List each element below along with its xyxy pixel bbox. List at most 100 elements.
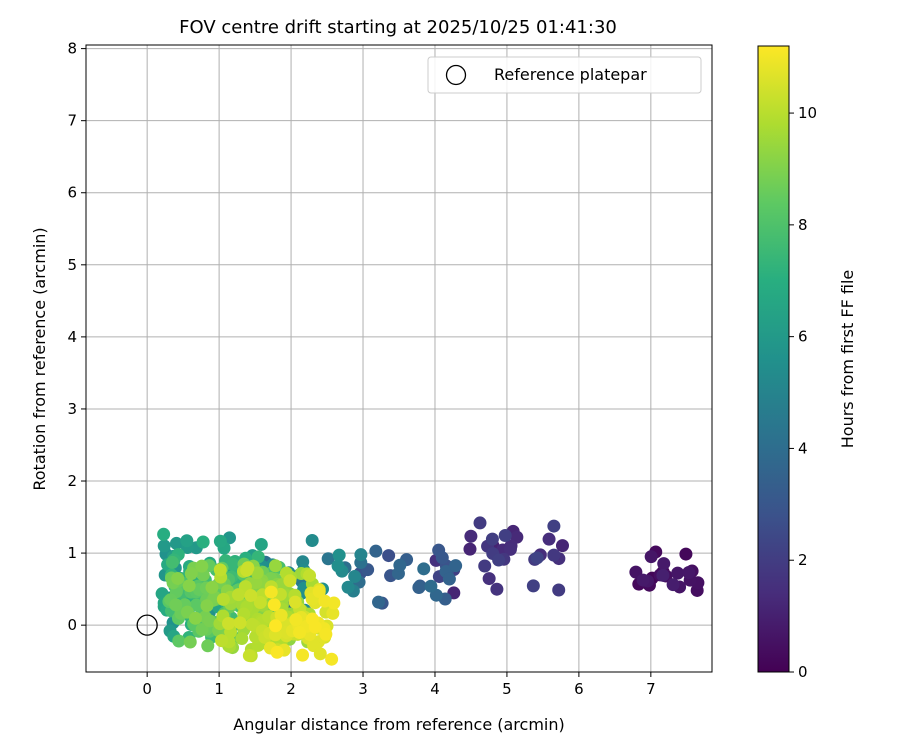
data-point [293, 626, 307, 640]
y-tick-label: 8 [67, 40, 77, 58]
data-point [478, 559, 492, 573]
colorbar: 0 2 4 6 8 10 Hours from first FF file [757, 45, 857, 681]
data-point [331, 559, 345, 573]
data-point [498, 528, 512, 542]
y-tick-label: 0 [67, 616, 77, 634]
data-point [485, 532, 499, 546]
data-point [157, 539, 171, 553]
data-point [354, 548, 368, 562]
data-points [155, 516, 705, 666]
data-point [463, 542, 477, 556]
x-tick-label: 5 [502, 680, 512, 698]
data-point [449, 559, 463, 573]
data-point [274, 608, 288, 622]
data-point [435, 551, 449, 565]
data-point [180, 534, 194, 548]
data-point [264, 585, 278, 599]
y-tick-label: 5 [67, 256, 77, 274]
data-point [369, 544, 383, 558]
data-point [526, 579, 540, 593]
data-point [666, 578, 680, 592]
data-point [442, 572, 456, 586]
data-point [269, 619, 283, 633]
data-point [213, 534, 227, 548]
data-point [552, 583, 566, 597]
data-point [171, 571, 185, 585]
y-axis-label: Rotation from reference (arcmin) [30, 227, 49, 490]
x-axis-label: Angular distance from reference (arcmin) [233, 715, 564, 734]
data-point [547, 548, 561, 562]
data-point [348, 570, 362, 584]
colorbar-tick-label: 8 [798, 216, 808, 234]
data-point [213, 563, 227, 577]
x-tick-label: 3 [358, 680, 368, 698]
data-point [235, 632, 249, 646]
data-point [636, 573, 650, 587]
data-point [244, 589, 258, 603]
data-point [332, 548, 346, 562]
colorbar-tick-label: 0 [798, 663, 808, 681]
data-point [321, 552, 335, 566]
data-point [270, 645, 284, 659]
data-point [253, 596, 267, 610]
data-point [240, 563, 254, 577]
data-point [283, 574, 297, 588]
data-point [382, 549, 396, 563]
data-point [172, 634, 186, 648]
data-point [305, 533, 319, 547]
data-point [242, 649, 256, 663]
data-point [308, 620, 322, 634]
data-point [189, 598, 203, 612]
data-point [268, 559, 282, 573]
data-point [289, 613, 303, 627]
x-tick-label: 4 [430, 680, 440, 698]
chart-title: FOV centre drift starting at 2025/10/25 … [179, 17, 617, 38]
x-tick-label: 6 [574, 680, 584, 698]
data-point [555, 539, 569, 553]
data-point [233, 616, 247, 630]
data-point [288, 595, 302, 609]
data-point [268, 628, 282, 642]
colorbar-label: Hours from first FF file [838, 270, 857, 449]
x-tick-label: 0 [142, 680, 152, 698]
data-point [183, 635, 197, 649]
data-point [195, 623, 209, 637]
data-point [249, 576, 263, 590]
data-point [165, 555, 179, 569]
x-axis-ticks: 0 1 2 3 4 5 6 7 [142, 672, 656, 698]
y-tick-label: 6 [67, 184, 77, 202]
reference-point [136, 614, 158, 636]
data-point [530, 551, 544, 565]
data-point [201, 639, 215, 653]
data-point [205, 580, 219, 594]
data-point [222, 616, 236, 630]
x-tick-label: 1 [214, 680, 224, 698]
data-point [464, 529, 478, 543]
data-point [254, 537, 268, 551]
data-point [313, 647, 327, 661]
y-tick-label: 7 [67, 112, 77, 130]
data-point [682, 565, 696, 579]
data-point [372, 595, 386, 609]
data-point [245, 617, 259, 631]
colorbar-ticks: 0 2 4 6 8 10 [789, 104, 817, 681]
data-point [492, 553, 506, 567]
data-point [215, 634, 229, 648]
colorbar-tick-label: 2 [798, 551, 808, 569]
data-point [656, 568, 670, 582]
data-point [412, 580, 426, 594]
data-point [503, 542, 517, 556]
data-point [312, 585, 326, 599]
data-point [417, 562, 431, 576]
data-point [341, 580, 355, 594]
colorbar-tick-label: 10 [798, 104, 817, 122]
data-point [200, 599, 214, 613]
data-point [393, 558, 407, 572]
colorbar-tick-label: 6 [798, 328, 808, 346]
x-tick-label: 7 [646, 680, 656, 698]
data-point [169, 598, 183, 612]
data-point [671, 566, 685, 580]
data-point [679, 547, 693, 561]
y-tick-label: 4 [67, 328, 77, 346]
data-point [319, 627, 333, 641]
